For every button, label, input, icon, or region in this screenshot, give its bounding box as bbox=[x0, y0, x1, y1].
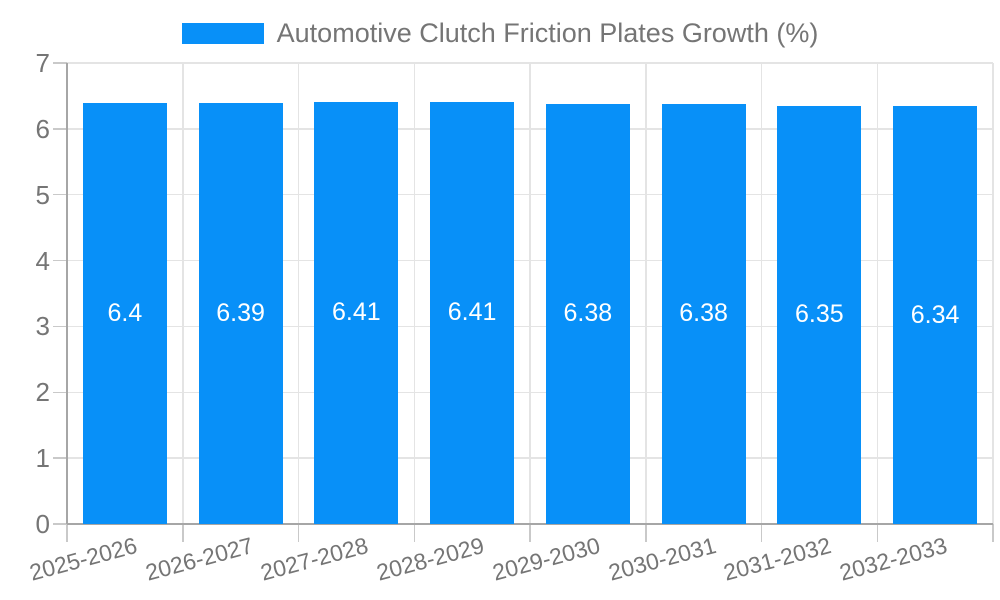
x-axis-tick bbox=[529, 524, 531, 542]
legend-label: Automotive Clutch Friction Plates Growth… bbox=[276, 17, 819, 48]
x-grid-line bbox=[297, 63, 300, 524]
y-axis-label: 7 bbox=[35, 48, 50, 78]
x-axis-tick bbox=[760, 524, 763, 542]
y-axis-tick bbox=[53, 62, 67, 64]
bar[interactable] bbox=[314, 101, 399, 524]
bar-value-label: 6.4 bbox=[107, 298, 143, 327]
y-axis-tick bbox=[53, 128, 67, 130]
y-axis-tick bbox=[53, 259, 67, 262]
x-axis-label: 2028-2029 bbox=[373, 532, 487, 586]
bar[interactable] bbox=[893, 106, 978, 524]
x-axis-tick bbox=[992, 524, 994, 542]
y-axis-label: 0 bbox=[35, 509, 50, 539]
x-grid-line bbox=[645, 63, 647, 524]
bar[interactable] bbox=[661, 103, 746, 524]
bar-value-label: 6.34 bbox=[910, 300, 960, 329]
bar[interactable] bbox=[545, 103, 630, 524]
bar-value-label: 6.35 bbox=[795, 300, 844, 329]
x-axis-line bbox=[67, 523, 993, 525]
y-axis-tick bbox=[53, 391, 67, 394]
x-grid-line bbox=[529, 63, 531, 524]
bar-value-label: 6.41 bbox=[332, 298, 381, 327]
bar-value-label: 6.39 bbox=[216, 299, 265, 328]
y-axis-tick bbox=[53, 457, 67, 459]
y-axis-label: 6 bbox=[35, 113, 50, 144]
x-axis-tick bbox=[645, 524, 647, 542]
x-grid-line bbox=[760, 63, 763, 524]
x-axis-tick bbox=[66, 524, 68, 542]
x-grid-line bbox=[413, 63, 415, 524]
y-axis-label: 1 bbox=[35, 443, 50, 474]
x-axis-tick bbox=[182, 524, 184, 542]
y-axis-line bbox=[66, 63, 68, 524]
x-axis-label: 2025-2026 bbox=[26, 532, 140, 586]
y-axis-label: 5 bbox=[35, 179, 50, 210]
x-axis-tick bbox=[876, 524, 878, 542]
x-axis-label: 2031-2032 bbox=[721, 532, 835, 586]
bar[interactable] bbox=[430, 101, 515, 524]
y-axis-label: 2 bbox=[35, 377, 50, 408]
x-grid-line bbox=[992, 63, 994, 524]
x-axis-label: 2026-2027 bbox=[142, 532, 256, 586]
y-axis-tick bbox=[53, 193, 67, 196]
x-axis-label: 2032-2033 bbox=[836, 532, 950, 586]
bar[interactable] bbox=[777, 105, 862, 524]
x-axis-tick bbox=[413, 524, 415, 542]
bar[interactable] bbox=[198, 103, 283, 524]
x-axis-tick bbox=[297, 524, 300, 542]
x-axis-label: 2027-2028 bbox=[258, 532, 372, 586]
bar[interactable] bbox=[82, 102, 167, 524]
y-axis-tick bbox=[53, 523, 67, 525]
x-grid-line bbox=[182, 63, 184, 524]
y-axis-label: 3 bbox=[35, 311, 50, 342]
bar-value-label: 6.38 bbox=[679, 299, 728, 328]
legend-swatch bbox=[181, 22, 264, 44]
y-axis-label: 4 bbox=[35, 245, 50, 276]
y-axis-tick bbox=[53, 325, 67, 328]
bar-value-label: 6.41 bbox=[447, 298, 497, 327]
x-axis-label: 2030-2031 bbox=[605, 532, 719, 586]
legend[interactable]: Automotive Clutch Friction Plates Growth… bbox=[0, 18, 1000, 48]
bar-value-label: 6.38 bbox=[563, 299, 613, 328]
x-grid-line bbox=[876, 63, 878, 524]
x-axis-label: 2029-2030 bbox=[489, 532, 603, 586]
